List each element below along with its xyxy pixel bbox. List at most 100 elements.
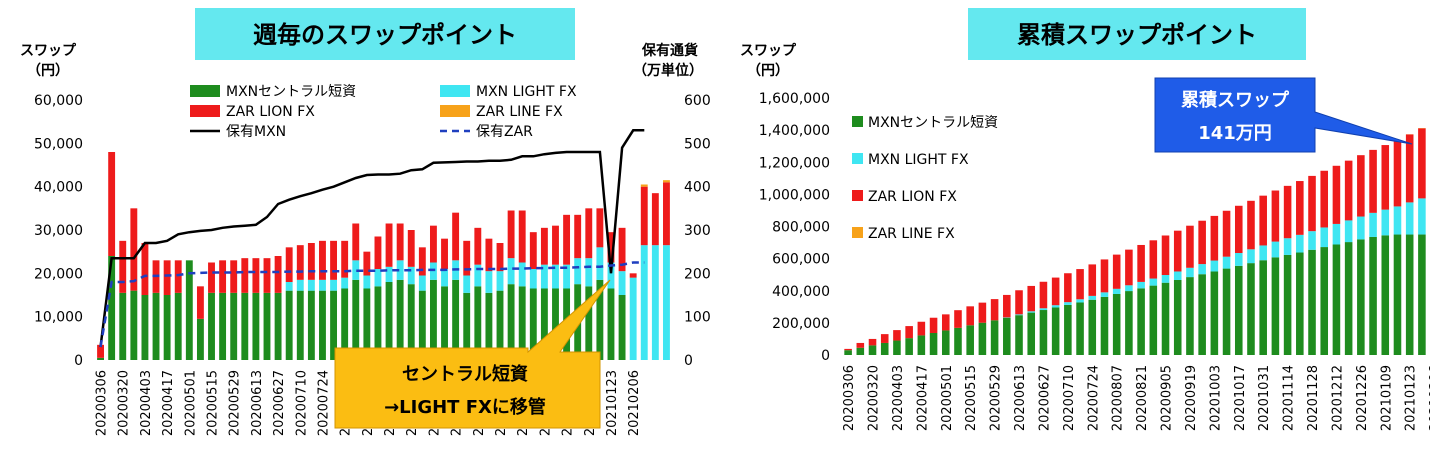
bar-segment-1 xyxy=(1198,264,1206,274)
bar-segment-2 xyxy=(1272,191,1280,242)
bar-segment-2 xyxy=(1247,201,1255,250)
x-tick-label: 20200306 xyxy=(842,365,857,431)
x-tick-label: 20200724 xyxy=(1086,365,1101,431)
x-tick-label: 20201114 xyxy=(1282,365,1297,431)
right-callout: 累積スワップ 141万円 xyxy=(1155,78,1412,152)
bar-segment-0 xyxy=(286,291,293,360)
bar-segment-1 xyxy=(1235,253,1243,266)
bar-segment-1 xyxy=(430,263,437,280)
bar-segment-1 xyxy=(508,258,515,284)
bar-segment-2 xyxy=(1186,226,1194,268)
x-tick-label: 20210123 xyxy=(1404,365,1419,431)
bar-segment-0 xyxy=(844,350,852,355)
bar-segment-0 xyxy=(869,345,877,355)
bar-segment-2 xyxy=(1333,166,1341,224)
bar-segment-2 xyxy=(1064,273,1072,302)
x-tick-label: 20200627 xyxy=(1037,365,1052,431)
bar-segment-2 xyxy=(1015,290,1023,314)
bar-segment-1 xyxy=(1040,308,1048,310)
bar-segment-0 xyxy=(881,343,889,355)
bar-segment-0 xyxy=(1394,235,1402,355)
legend-label: 保有ZAR xyxy=(476,124,533,140)
left-ylabel-line1: スワップ xyxy=(20,43,77,59)
bar-segment-2 xyxy=(954,310,962,328)
x-tick-label: 20200501 xyxy=(940,365,955,431)
bar-segment-1 xyxy=(1333,224,1341,245)
bar-segment-2 xyxy=(574,215,581,258)
bar-segment-2 xyxy=(252,258,259,293)
bar-segment-0 xyxy=(1088,300,1096,355)
bar-segment-2 xyxy=(519,211,526,263)
bar-segment-1 xyxy=(1137,282,1145,288)
bar-segment-0 xyxy=(297,291,304,360)
bar-segment-0 xyxy=(164,295,171,360)
bar-segment-2 xyxy=(652,193,659,245)
bar-segment-0 xyxy=(608,289,615,361)
bar-segment-0 xyxy=(1150,286,1158,355)
bar-segment-2 xyxy=(552,226,559,265)
bar-segment-0 xyxy=(942,330,950,355)
right-chart-title: 累積スワップポイント xyxy=(1017,21,1257,49)
bar-segment-2 xyxy=(119,241,126,293)
bar-segment-3 xyxy=(641,185,648,187)
x-tick-label: 20201031 xyxy=(1257,365,1272,431)
bar-segment-2 xyxy=(430,226,437,263)
bar-segment-0 xyxy=(241,293,248,360)
bar-segment-2 xyxy=(663,182,670,245)
bar-segment-2 xyxy=(1101,259,1109,292)
bar-segment-1 xyxy=(1223,257,1231,269)
bar-segment-0 xyxy=(153,293,160,360)
bar-segment-0 xyxy=(1211,271,1219,355)
bar-segment-2 xyxy=(918,322,926,336)
bar-segment-2 xyxy=(1076,269,1084,299)
bar-segment-1 xyxy=(308,280,315,291)
bar-segment-1 xyxy=(1406,202,1414,234)
y2-tick-label: 300 xyxy=(684,223,711,239)
left-chart-title: 週毎のスワップポイント xyxy=(253,21,517,49)
bar-segment-1 xyxy=(1369,213,1377,237)
bar-segment-2 xyxy=(1150,240,1158,278)
legend-swatch xyxy=(852,227,863,238)
bar-segment-2 xyxy=(1162,235,1170,275)
bar-segment-0 xyxy=(1113,294,1121,355)
x-tick-label: 20200417 xyxy=(161,370,176,436)
bar-segment-0 xyxy=(954,328,962,355)
bar-segment-2 xyxy=(308,243,315,280)
x-tick-label: 20200403 xyxy=(891,365,906,431)
bar-segment-0 xyxy=(1198,274,1206,355)
bar-segment-0 xyxy=(991,320,999,355)
bar-segment-2 xyxy=(485,239,492,272)
bar-segment-2 xyxy=(108,152,115,256)
y-tick-label: 30,000 xyxy=(34,223,83,239)
legend-label: ZAR LINE FX xyxy=(868,226,955,242)
bar-segment-1 xyxy=(419,276,426,291)
bar-segment-1 xyxy=(1247,249,1255,263)
left-callout-line2: →LIGHT FXに移管 xyxy=(384,396,546,418)
left-y2label-line2: （万単位） xyxy=(633,62,703,79)
bar-segment-0 xyxy=(230,293,237,360)
legend-label: ZAR LINE FX xyxy=(476,104,563,120)
bar-segment-2 xyxy=(630,273,637,277)
bar-segment-2 xyxy=(1369,150,1377,213)
y2-tick-label: 600 xyxy=(684,93,711,109)
bar-segment-2 xyxy=(979,303,987,323)
right-ylabel-line1: スワップ xyxy=(740,43,797,59)
y2-tick-label: 0 xyxy=(684,353,693,369)
bar-segment-0 xyxy=(1320,247,1328,355)
bar-segment-0 xyxy=(1015,315,1023,355)
bar-segment-1 xyxy=(485,271,492,293)
bar-segment-1 xyxy=(619,271,626,295)
bar-segment-1 xyxy=(1015,314,1023,315)
bar-segment-2 xyxy=(264,258,271,293)
bar-segment-1 xyxy=(1064,302,1072,305)
bar-segment-2 xyxy=(1125,250,1133,286)
y-tick-label: 50,000 xyxy=(34,136,83,152)
bar-segment-2 xyxy=(881,334,889,343)
bar-segment-1 xyxy=(1125,285,1133,291)
x-tick-label: 20210206 xyxy=(627,370,642,436)
bar-segment-0 xyxy=(619,295,626,360)
bar-segment-1 xyxy=(386,267,393,282)
bar-segment-2 xyxy=(1418,128,1426,198)
bar-segment-1 xyxy=(630,278,637,360)
bar-segment-2 xyxy=(297,245,304,280)
